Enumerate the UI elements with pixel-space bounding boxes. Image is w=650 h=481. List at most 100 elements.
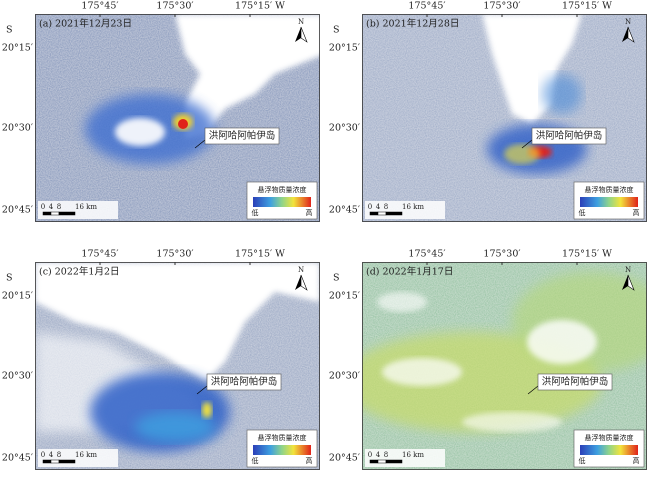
- scale-label: 16 km: [75, 451, 97, 459]
- scale-label: 16 km: [402, 451, 424, 459]
- scale-label: 8: [384, 203, 388, 211]
- map-panel: 175°45′ 175°30′ 175°15′ W S 20°15′ 20°30′ 20°4…: [329, 249, 647, 470]
- legend-colorbar: [580, 445, 638, 455]
- island-leader: [194, 139, 206, 149]
- lat-label: 20°15′: [329, 291, 360, 302]
- legend-low: 低: [579, 456, 586, 465]
- map-frame: [35, 262, 320, 470]
- scale-segment: [50, 459, 60, 464]
- lon-label: 175°45′: [408, 1, 445, 12]
- map-feature: [202, 402, 212, 418]
- scale-label: 16 km: [75, 203, 97, 211]
- north-label: N: [625, 18, 631, 26]
- scale-segment: [369, 459, 379, 464]
- lon-label: 175°45′: [408, 249, 445, 260]
- north-arrow: [627, 26, 635, 43]
- lon-label: 175°15′ W: [235, 1, 285, 12]
- legend-title: 悬浮物质量浓度: [585, 185, 634, 194]
- scale-segment: [377, 211, 387, 216]
- scale-label: 4: [49, 451, 54, 459]
- island-leader: [196, 385, 208, 395]
- north-arrow: [622, 275, 628, 290]
- map-feature: [178, 119, 188, 129]
- panel-label: (b) 2021年12月28日: [366, 18, 459, 30]
- map-feature: [35, 262, 320, 382]
- legend-colorbar: [253, 445, 311, 455]
- scale-segment: [58, 459, 76, 464]
- lon-label: 175°30′: [483, 249, 520, 260]
- island-label-box: [537, 373, 613, 391]
- map-image: [362, 262, 647, 470]
- lat-label: 20°30′: [2, 371, 33, 382]
- map-feature: [382, 358, 462, 386]
- scale-label: 4: [49, 203, 54, 211]
- scale-label: 0: [41, 451, 45, 459]
- lat-label: 20°30′: [329, 371, 360, 382]
- island-label: 洪阿哈阿帕伊岛: [536, 130, 603, 142]
- north-label: N: [298, 266, 304, 274]
- map-feature: [527, 320, 597, 364]
- legend-low: 低: [579, 208, 586, 217]
- lon-label: 175°45′: [81, 1, 118, 12]
- scale-label: 0: [41, 203, 45, 211]
- legend-title: 悬浮物质量浓度: [585, 433, 634, 442]
- lon-label: 175°15′ W: [235, 249, 285, 260]
- legend-title: 悬浮物质量浓度: [258, 433, 307, 442]
- north-arrow: [295, 275, 301, 290]
- scale-segment: [385, 211, 403, 216]
- north-arrow: [300, 26, 308, 43]
- legend-high: 高: [633, 456, 640, 465]
- island-label: 洪阿哈阿帕伊岛: [211, 376, 278, 388]
- lat-label: 20°15′: [2, 291, 33, 302]
- legend-high: 高: [306, 456, 313, 465]
- scale-label: 0: [368, 451, 372, 459]
- map-feature: [504, 144, 540, 164]
- island-label: 洪阿哈阿帕伊岛: [542, 376, 609, 388]
- map-frame: [362, 14, 647, 222]
- north-label: N: [298, 18, 304, 26]
- north-label: N: [625, 266, 631, 274]
- lat-label: 20°15′: [2, 43, 33, 54]
- lat-label: S: [333, 25, 340, 36]
- legend-colorbar: [253, 197, 311, 207]
- island-label-box: [204, 127, 280, 145]
- scale-label: 16 km: [402, 203, 424, 211]
- map-frame: [362, 262, 647, 470]
- scale-segment: [385, 459, 403, 464]
- lat-label: 20°45′: [329, 453, 360, 464]
- map-feature: [115, 118, 165, 146]
- lat-label: 20°45′: [2, 453, 33, 464]
- lat-label: 20°15′: [329, 43, 360, 54]
- lat-label: 20°45′: [2, 205, 33, 216]
- legend-colorbar: [580, 197, 638, 207]
- map-feature: [482, 14, 582, 124]
- legend-title: 悬浮物质量浓度: [258, 185, 307, 194]
- lon-label: 175°30′: [156, 249, 193, 260]
- lat-label: 20°45′: [329, 205, 360, 216]
- map-feature: [542, 74, 582, 114]
- lat-label: S: [333, 273, 340, 284]
- legend-low: 低: [252, 208, 259, 217]
- north-arrow: [622, 27, 628, 42]
- island-label-box: [206, 373, 282, 391]
- map-panel: 175°45′ 175°30′ 175°15′ W S 20°15′ 20°30′ 20°4…: [2, 249, 320, 470]
- scale-segment: [58, 211, 76, 216]
- scale-label: 0: [368, 203, 372, 211]
- legend-high: 高: [306, 208, 313, 217]
- lon-label: 175°15′ W: [562, 249, 612, 260]
- lon-label: 175°15′ W: [562, 1, 612, 12]
- map-feature: [377, 292, 427, 312]
- scale-label: 8: [57, 451, 61, 459]
- lat-label: S: [6, 25, 13, 36]
- scale-label: 4: [376, 451, 381, 459]
- map-feature: [462, 412, 562, 432]
- map-feature: [175, 14, 320, 139]
- island-leader: [527, 385, 539, 395]
- map-image: [35, 262, 320, 470]
- north-arrow: [300, 274, 308, 291]
- lon-label: 175°30′: [156, 1, 193, 12]
- legend-low: 低: [252, 456, 259, 465]
- map-panel: 175°45′ 175°30′ 175°15′ W S 20°15′ 20°30′ 20°4…: [329, 1, 647, 222]
- lat-label: 20°30′: [329, 123, 360, 134]
- island-leader: [521, 139, 533, 149]
